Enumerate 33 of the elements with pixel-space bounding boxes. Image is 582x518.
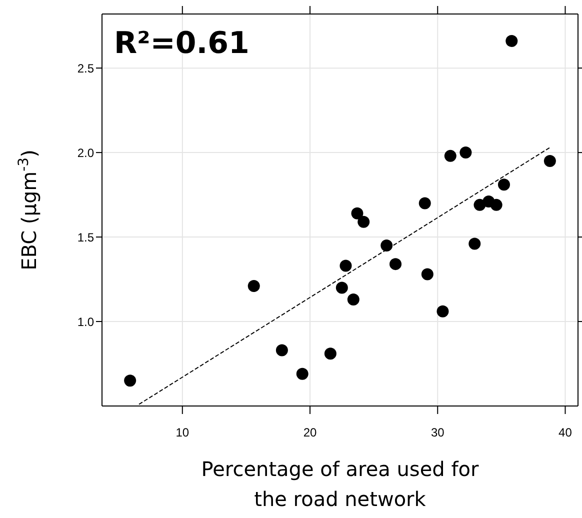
point xyxy=(351,207,364,220)
y-tick-label: 2.0 xyxy=(77,146,94,160)
point xyxy=(380,239,393,252)
x-tick-label: 10 xyxy=(176,426,190,440)
point xyxy=(444,150,456,162)
point xyxy=(324,348,336,360)
annotation: R²=0.61 xyxy=(114,26,250,61)
point xyxy=(468,238,481,250)
point xyxy=(296,368,308,380)
point xyxy=(390,258,402,270)
point xyxy=(490,198,502,211)
point xyxy=(276,344,288,356)
point xyxy=(474,198,486,211)
point xyxy=(506,35,518,48)
point xyxy=(460,146,472,159)
point xyxy=(248,280,260,292)
y-tick-label: 2.5 xyxy=(77,61,94,76)
point xyxy=(418,197,431,210)
x-tick-label: 20 xyxy=(303,426,318,440)
point xyxy=(436,305,449,318)
point xyxy=(347,294,360,306)
x-tick-label: 30 xyxy=(430,426,445,440)
point xyxy=(421,268,434,280)
point xyxy=(498,178,510,191)
point xyxy=(340,260,352,272)
y-tick-label: 1.5 xyxy=(77,230,94,244)
x-tick-label: 40 xyxy=(558,426,572,440)
y-tick-label: 1.0 xyxy=(77,314,94,329)
x-axis-title: Percentage of area used for the road network xyxy=(201,457,480,511)
point xyxy=(358,216,370,228)
point xyxy=(336,282,348,294)
point xyxy=(124,374,136,387)
point xyxy=(544,155,556,167)
